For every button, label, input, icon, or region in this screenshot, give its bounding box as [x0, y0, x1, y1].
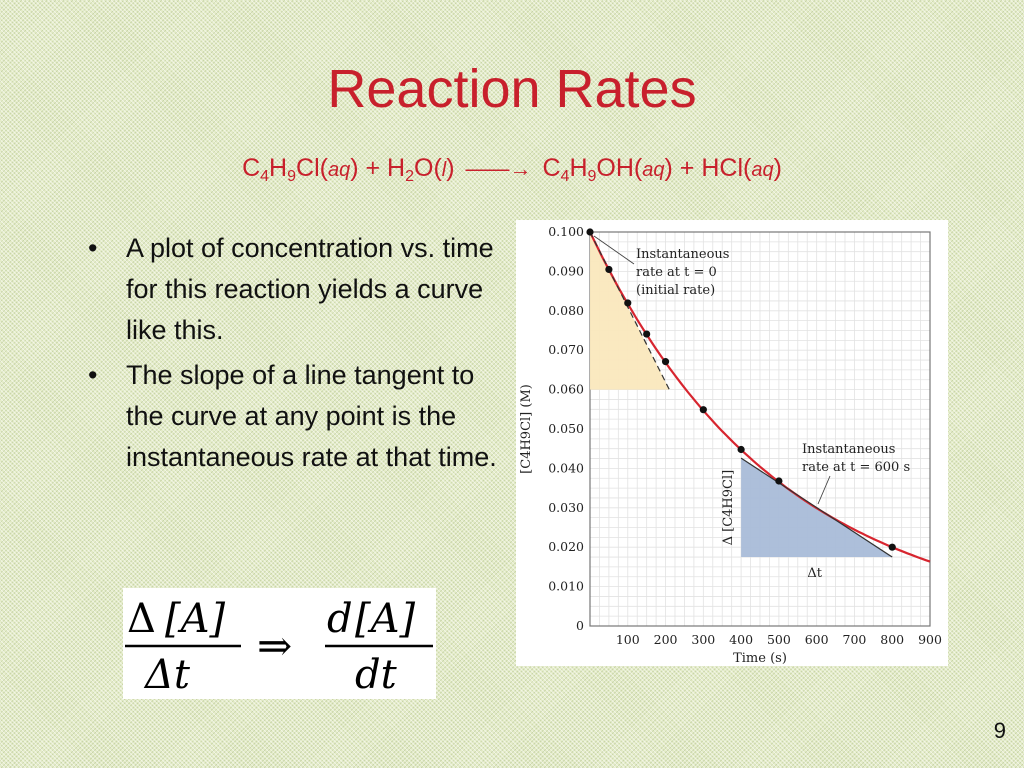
x-tick-label: 900	[918, 632, 942, 647]
x-tick-label: 600	[805, 632, 829, 647]
annotation-initial-rate: rate at t = 0	[636, 265, 717, 280]
y-tick-label: 0	[576, 618, 584, 633]
x-tick-label: 800	[880, 632, 904, 647]
y-axis-label: [C4H9Cl] (M)	[519, 384, 534, 474]
bullet-list: A plot of concentration vs. time for thi…	[88, 228, 498, 482]
formula-dt-left: Δt	[143, 652, 191, 698]
data-point	[643, 330, 651, 338]
plus-sign: +	[365, 154, 381, 182]
reactant-1: C4H9Cl(aq)	[242, 154, 359, 185]
slide-number: 9	[993, 718, 1006, 743]
data-point	[699, 406, 707, 414]
reaction-arrow-icon: ——→	[465, 156, 532, 181]
annotation-pointer	[593, 235, 635, 265]
slide-title: Reaction Rates	[327, 59, 697, 119]
data-point	[661, 358, 670, 366]
data-point	[737, 445, 745, 454]
y-tick-label: 0.060	[548, 382, 584, 397]
formula-conc-right: [A]	[355, 596, 415, 642]
data-point	[605, 265, 613, 274]
formula-graphic: Δ [A] Δt ⇒ d [A] dt	[125, 596, 433, 698]
bullet-item: The slope of a line tangent to the curve…	[88, 355, 498, 478]
plot-frame	[589, 231, 931, 627]
rate-formula: Δ [A] Δt ⇒ d [A] dt	[123, 588, 436, 699]
x-tick-label: 300	[691, 632, 715, 647]
y-tick-label: 0.090	[548, 263, 584, 278]
formula-delta: Δ	[127, 596, 156, 642]
y-tick-label: 0.070	[548, 342, 584, 357]
product-2: HCl(aq)	[701, 154, 782, 182]
y-tick-label: 0.040	[548, 460, 584, 475]
implies-arrow-icon: ⇒	[257, 621, 292, 670]
formula-dt-right: dt	[355, 652, 398, 698]
product-1: C4H9OH(aq)	[542, 154, 673, 185]
plus-sign-2: +	[679, 154, 695, 182]
x-axis-label: Time (s)	[733, 651, 787, 666]
delta-time-label: Δt	[807, 566, 822, 581]
annotation-initial-rate: Instantaneous	[636, 247, 729, 262]
tangent-line-600	[740, 457, 893, 558]
y-tick-label: 0.080	[548, 303, 584, 318]
data-point	[624, 299, 632, 307]
chart-svg: 0 0.010 0.020 0.030 0.040 0.050 0.060 0.070 0.08…	[519, 224, 942, 666]
data-point	[888, 543, 896, 551]
reactant-2: H2O(l)	[387, 154, 455, 185]
data-point	[586, 228, 594, 236]
y-tick-label: 0.010	[548, 579, 584, 594]
annotation-initial-rate: (initial rate)	[636, 283, 715, 298]
x-tick-label: 400	[729, 632, 753, 647]
annotation-rate-600: rate at t = 600 s	[802, 460, 910, 475]
y-tick-label: 0.020	[548, 539, 584, 554]
y-tick-label: 0.050	[548, 421, 584, 436]
x-tick-label: 500	[767, 632, 791, 647]
bullet-item: A plot of concentration vs. time for thi…	[88, 228, 498, 351]
delta-concentration-label: Δ [C4H9Cl]	[721, 470, 736, 546]
y-tick-label: 0.100	[548, 224, 584, 239]
x-tick-label: 100	[616, 632, 640, 647]
y-tick-label: 0.030	[548, 500, 584, 515]
data-point	[775, 477, 783, 485]
reaction-equation: C4H9Cl(aq) + H2O(l) ——→ C4H9OH(aq) + HCl…	[0, 154, 1024, 186]
x-tick-label: 200	[654, 632, 678, 647]
formula-conc-left: [A]	[165, 596, 225, 642]
x-tick-label: 700	[843, 632, 867, 647]
concentration-time-chart: 0 0.010 0.020 0.030 0.040 0.050 0.060 0.070 0.08…	[516, 220, 948, 666]
annotation-rate-600: Instantaneous	[802, 442, 895, 457]
annotation-pointer	[817, 475, 831, 505]
formula-d: d	[327, 596, 353, 642]
